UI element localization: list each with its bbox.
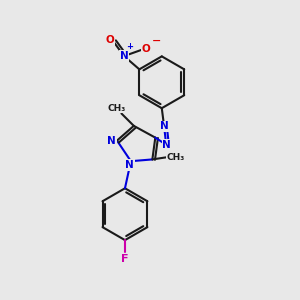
Text: N: N bbox=[125, 160, 134, 170]
Text: CH₃: CH₃ bbox=[107, 104, 125, 113]
Text: O: O bbox=[141, 44, 150, 54]
Text: +: + bbox=[126, 42, 134, 51]
Text: N: N bbox=[107, 136, 116, 146]
Text: F: F bbox=[121, 254, 129, 264]
Text: N: N bbox=[160, 122, 169, 131]
Text: CH₃: CH₃ bbox=[167, 153, 185, 162]
Text: N: N bbox=[120, 51, 128, 61]
Text: O: O bbox=[106, 35, 115, 46]
Text: N: N bbox=[162, 140, 171, 150]
Text: −: − bbox=[152, 36, 162, 46]
